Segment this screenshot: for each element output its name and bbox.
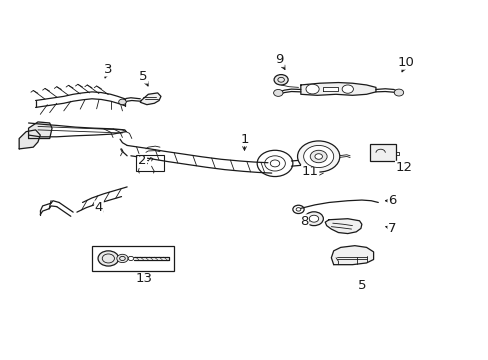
Polygon shape [323, 87, 338, 91]
Polygon shape [140, 93, 161, 105]
Polygon shape [19, 130, 40, 149]
Circle shape [304, 212, 323, 226]
Text: 5: 5 [357, 279, 366, 292]
Text: 4: 4 [95, 201, 103, 214]
Text: 5: 5 [139, 70, 147, 83]
Circle shape [393, 89, 403, 96]
Circle shape [305, 84, 319, 94]
Circle shape [308, 215, 318, 222]
Text: 2: 2 [138, 154, 146, 167]
Polygon shape [325, 219, 361, 234]
Text: 3: 3 [104, 63, 112, 76]
Text: 12: 12 [395, 161, 412, 174]
Polygon shape [28, 122, 52, 139]
Circle shape [297, 141, 339, 172]
Bar [369, 144, 395, 161]
Circle shape [314, 154, 322, 159]
Text: 7: 7 [387, 222, 396, 235]
Polygon shape [331, 246, 373, 265]
Text: 10: 10 [397, 56, 414, 69]
Circle shape [119, 99, 126, 105]
Circle shape [273, 89, 283, 96]
Text: 1: 1 [240, 133, 248, 146]
Circle shape [98, 251, 119, 266]
Text: 11: 11 [301, 165, 318, 178]
Circle shape [303, 145, 333, 167]
Polygon shape [300, 82, 375, 95]
Text: 13: 13 [135, 272, 152, 285]
Circle shape [342, 85, 353, 93]
Bar [92, 246, 174, 271]
Bar [135, 155, 163, 171]
Text: 6: 6 [387, 194, 396, 207]
Text: 8: 8 [300, 215, 308, 228]
Circle shape [117, 254, 128, 262]
Circle shape [309, 150, 326, 163]
Circle shape [273, 75, 287, 85]
Text: 9: 9 [275, 53, 284, 66]
